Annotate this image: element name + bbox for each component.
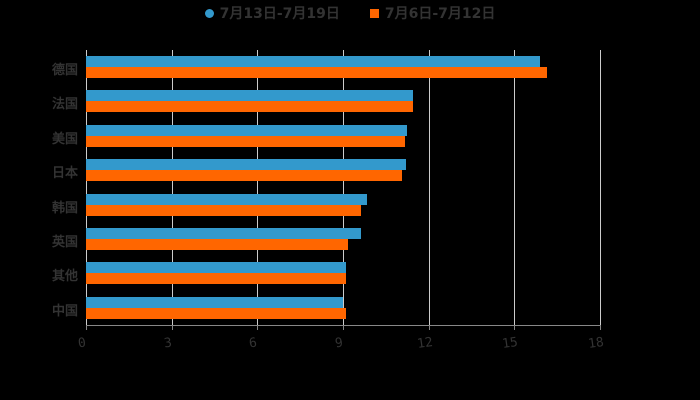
x-tick-label: 0 xyxy=(77,335,87,352)
x-tick xyxy=(86,325,87,330)
x-tick-label: 9 xyxy=(334,335,344,352)
category-label: 中国 xyxy=(51,303,78,319)
legend: 7月13日-7月19日 7月6日-7月12日 xyxy=(0,4,700,22)
bar-series-2[interactable] xyxy=(86,238,348,250)
x-tick-label: 6 xyxy=(248,335,259,352)
bar-series-1[interactable] xyxy=(86,193,367,205)
bar-series-1[interactable] xyxy=(86,124,407,136)
plot-area xyxy=(86,50,601,325)
category-label: 其他 xyxy=(51,269,78,285)
x-tick-label: 18 xyxy=(587,334,605,353)
x-tick-label: 15 xyxy=(501,334,520,353)
legend-item-series-2[interactable]: 7月6日-7月12日 xyxy=(369,3,496,23)
bar-series-2[interactable] xyxy=(86,307,346,319)
x-tick-label: 12 xyxy=(415,334,434,353)
gridline xyxy=(600,50,601,325)
x-tick-label: 3 xyxy=(162,335,173,352)
gridline xyxy=(86,50,87,325)
bar-series-2[interactable] xyxy=(86,67,548,78)
category-label: 韩国 xyxy=(51,200,78,216)
square-marker-icon xyxy=(369,8,379,18)
legend-label: 7月6日-7月12日 xyxy=(384,6,496,22)
legend-label: 7月13日-7月19日 xyxy=(219,6,340,22)
gridline xyxy=(343,50,344,325)
gridline xyxy=(171,50,173,325)
x-tick xyxy=(514,325,516,330)
category-label: 法国 xyxy=(51,97,78,113)
x-tick xyxy=(257,325,259,330)
legend-item-series-1[interactable]: 7月13日-7月19日 xyxy=(204,3,340,23)
bar-series-2[interactable] xyxy=(86,170,402,182)
circle-marker-icon xyxy=(204,8,214,18)
bar-series-1[interactable] xyxy=(86,159,406,171)
x-tick xyxy=(171,325,173,330)
bar-series-1[interactable] xyxy=(86,227,361,239)
gridline xyxy=(428,50,430,325)
category-label: 日本 xyxy=(51,166,78,182)
bar-series-2[interactable] xyxy=(86,135,405,147)
bar-series-2[interactable] xyxy=(86,273,346,285)
category-label: 德国 xyxy=(51,63,78,78)
x-tick xyxy=(428,325,430,330)
gridline xyxy=(514,50,516,325)
bar-series-1[interactable] xyxy=(86,296,343,308)
bar-series-1[interactable] xyxy=(86,56,541,67)
bar-series-2[interactable] xyxy=(86,101,413,113)
bar-series-1[interactable] xyxy=(86,262,346,274)
x-tick xyxy=(343,325,344,330)
x-tick xyxy=(600,325,601,330)
category-label: 英国 xyxy=(51,234,78,250)
category-label: 美国 xyxy=(51,131,78,147)
gridline xyxy=(257,50,259,325)
bar-series-1[interactable] xyxy=(86,90,413,102)
bar-series-2[interactable] xyxy=(86,204,361,216)
